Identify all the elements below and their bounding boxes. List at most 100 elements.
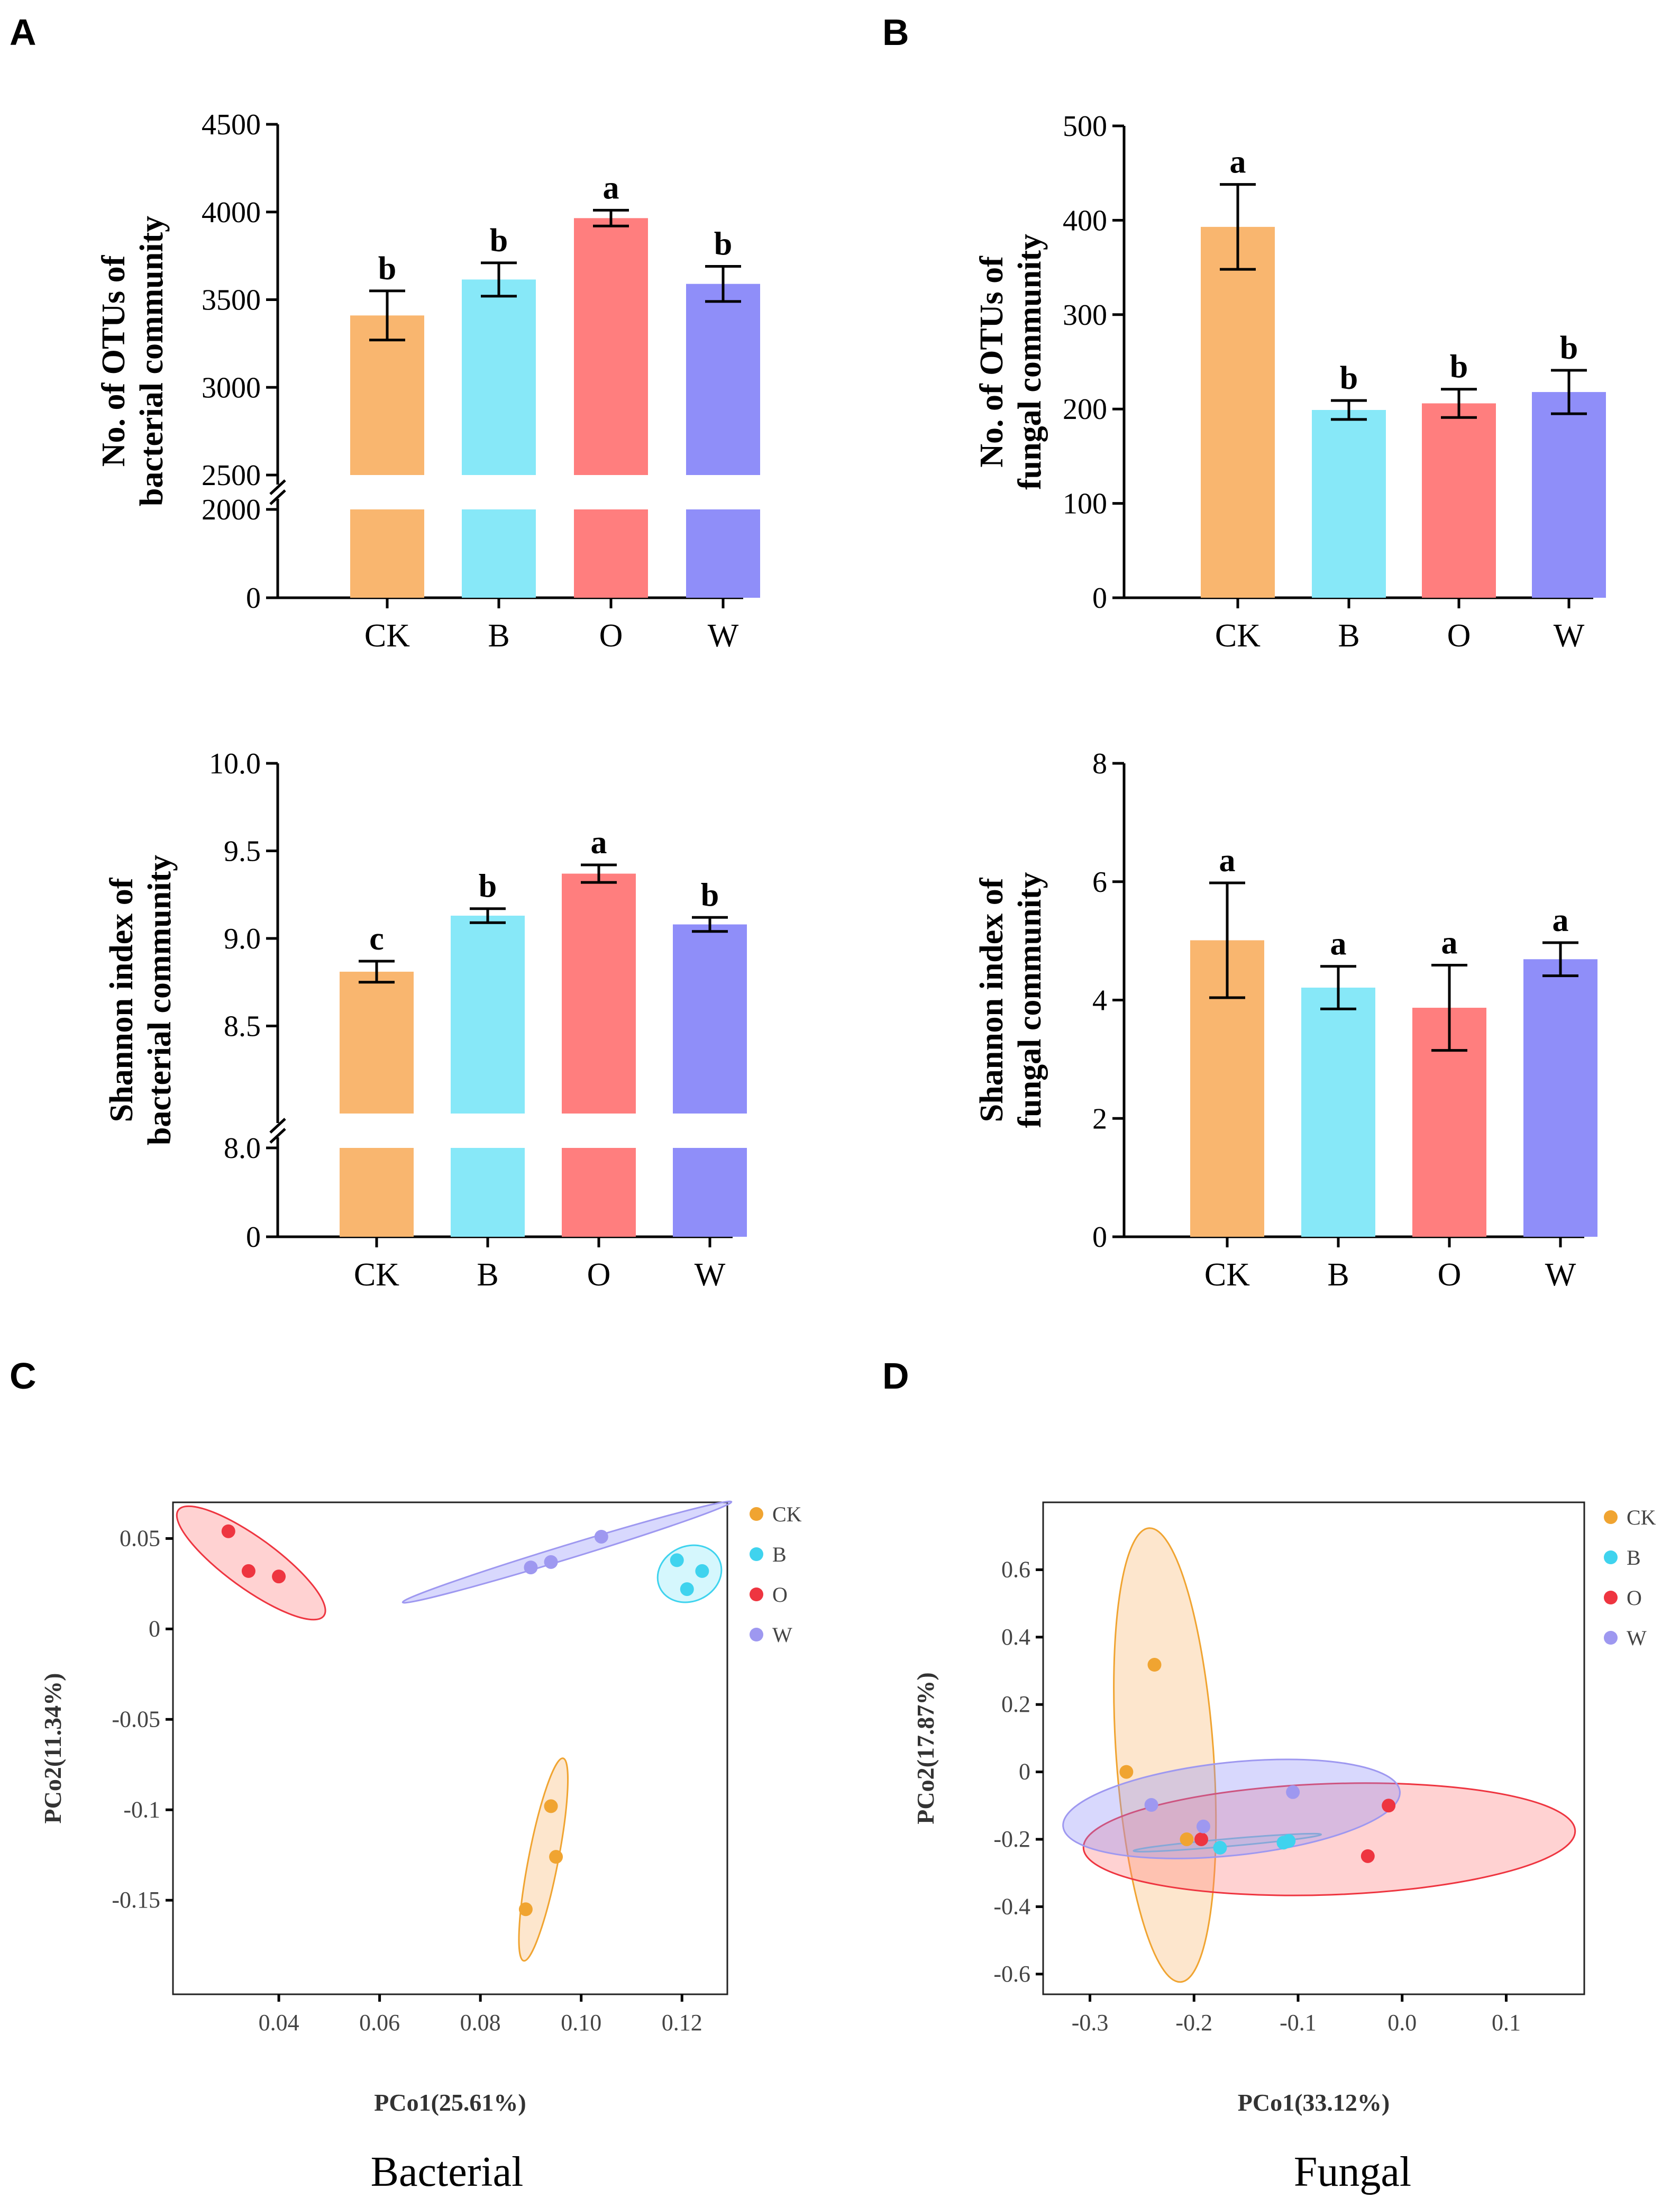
legend-label-W: W <box>772 1623 792 1647</box>
x-tick-label-O: O <box>1438 1257 1462 1293</box>
bar-lower-O <box>574 509 648 598</box>
y-tick-label: 9.0 <box>224 923 261 955</box>
legend-marker-CK <box>1604 1510 1618 1524</box>
y-axis-label-line: Shannon index of <box>104 877 140 1122</box>
y-tick-label: 4 <box>1092 984 1107 1017</box>
bar-lower-W <box>686 509 760 598</box>
x-tick-label-CK: CK <box>1204 1257 1250 1293</box>
data-point-B <box>670 1553 684 1567</box>
y-tick-label: 0 <box>1092 1221 1107 1254</box>
y-tick-label: 4500 <box>202 108 261 141</box>
bar-lower-W <box>673 1148 747 1237</box>
x-tick-label-O: O <box>1447 618 1471 654</box>
y-tick-label: 6 <box>1092 866 1107 899</box>
data-point-O <box>1382 1799 1396 1813</box>
confidence-ellipse-O <box>176 1505 326 1621</box>
x-tick-label-B: B <box>1327 1257 1349 1293</box>
y-tick-label: 0 <box>1092 582 1107 615</box>
significance-letter-O: a <box>1441 925 1458 961</box>
bar-chart-B-top: 0 100 200 300 400 500 No. of OTUs offungal com… <box>974 110 1606 654</box>
confidence-ellipse-CK <box>518 1757 569 1962</box>
x-tick-label: 0.10 <box>561 2010 601 2036</box>
significance-letter-W: b <box>701 877 719 913</box>
x-tick-label-CK: CK <box>354 1257 399 1293</box>
x-tick-label-CK: CK <box>364 618 410 654</box>
panel-label-a: A <box>10 12 36 53</box>
x-tick-label: 0.04 <box>259 2010 299 2036</box>
confidence-ellipse-W <box>1062 1758 1401 1859</box>
x-tick-label: 0.1 <box>1492 2010 1521 2036</box>
y-tick-label: 2500 <box>202 459 261 492</box>
significance-letter-W: a <box>1553 902 1569 938</box>
significance-letter-B: b <box>1340 360 1358 396</box>
data-point-B <box>680 1582 694 1596</box>
legend-label-CK: CK <box>1627 1506 1656 1529</box>
caption-bacterial: Bacterial <box>371 2149 524 2195</box>
bar-O <box>574 218 648 475</box>
y-axis-label: No. of OTUs ofbacterial community <box>96 216 170 506</box>
y-axis-label-line: fungal community <box>1012 872 1048 1128</box>
y-tick-label: 200 <box>1063 393 1107 426</box>
y-axis-label: No. of OTUs offungal community <box>974 234 1048 490</box>
confidence-ellipse-CK <box>1113 1527 1217 1983</box>
confidence-ellipse-B <box>656 1544 723 1603</box>
y-tick-label: 3000 <box>202 371 261 404</box>
axis-break-mark-lower <box>269 1128 286 1144</box>
confidence-ellipse-O <box>1082 1782 1576 1896</box>
data-point-O <box>221 1524 235 1538</box>
significance-letter-CK: b <box>378 251 396 287</box>
x-tick-label: 0.08 <box>460 2010 501 2036</box>
significance-letter-B: b <box>490 223 508 259</box>
x-tick-label-B: B <box>1338 618 1359 654</box>
x-tick-label: -0.2 <box>1175 2010 1212 2036</box>
x-axis-label: PCo1(33.12%) <box>1238 2089 1390 2116</box>
y-tick-label: 0 <box>1019 1759 1030 1785</box>
y-tick-label: 0.05 <box>120 1525 160 1551</box>
y-tick-label: 0 <box>246 582 261 615</box>
pcoa-plot-D: -0.3 -0.2 -0.1 0.0 0.1 0.6 0.4 0.2 0 -0.2 -0.4 -0.6… <box>912 1501 1656 2116</box>
y-tick-label: -0.1 <box>123 1796 160 1822</box>
x-tick-label: 0.12 <box>662 2010 702 2036</box>
legend-marker-O <box>750 1587 763 1601</box>
significance-letter-W: b <box>1560 330 1578 366</box>
significance-letter-B: b <box>479 869 497 905</box>
legend-label-O: O <box>1627 1586 1642 1610</box>
y-axis-label-line: bacterial community <box>134 216 170 506</box>
data-point-CK <box>1119 1765 1134 1779</box>
data-point-B <box>695 1564 709 1578</box>
y-tick-label: 100 <box>1063 488 1107 521</box>
axis-break-mark-upper <box>269 479 286 495</box>
y-tick-label: 8 <box>1092 747 1107 780</box>
data-point-CK <box>549 1850 563 1864</box>
data-point-CK <box>544 1799 558 1813</box>
bar-lower-CK <box>350 509 424 598</box>
x-tick-label-B: B <box>477 1257 498 1293</box>
y-axis-label: PCo2(17.87%) <box>912 1672 939 1824</box>
plot-frame <box>1042 1501 1585 1995</box>
panel-label-c: C <box>10 1355 36 1397</box>
caption-fungal: Fungal <box>1294 2149 1411 2195</box>
significance-letter-O: a <box>591 825 607 861</box>
data-point-O <box>241 1564 255 1578</box>
y-tick-label: 0.6 <box>1001 1556 1030 1582</box>
bar-W <box>673 924 747 1114</box>
pcoa-plot-C: 0.04 0.06 0.08 0.10 0.12 0.05 0 -0.05 -0.1 -0.15 P… <box>39 1500 802 2116</box>
significance-letter-B: a <box>1330 926 1347 962</box>
x-tick-label: -0.3 <box>1072 2010 1109 2036</box>
y-axis-label-line: No. of OTUs of <box>96 254 132 467</box>
y-tick-label: -0.6 <box>993 1961 1030 1987</box>
bar-CK <box>1201 226 1275 598</box>
legend-marker-W <box>750 1628 763 1641</box>
y-tick-label: 8.5 <box>224 1010 261 1043</box>
data-point-W <box>1144 1798 1158 1812</box>
legend-label-B: B <box>1627 1546 1641 1570</box>
legend-marker-W <box>1604 1631 1618 1645</box>
legend-marker-B <box>1604 1550 1618 1564</box>
y-axis-label-line: bacterial community <box>142 855 178 1145</box>
y-tick-label: 2 <box>1092 1102 1107 1135</box>
x-tick-label-O: O <box>599 618 623 654</box>
y-axis-label-line: Shannon index of <box>974 877 1010 1122</box>
y-tick-label: 0 <box>149 1616 160 1641</box>
